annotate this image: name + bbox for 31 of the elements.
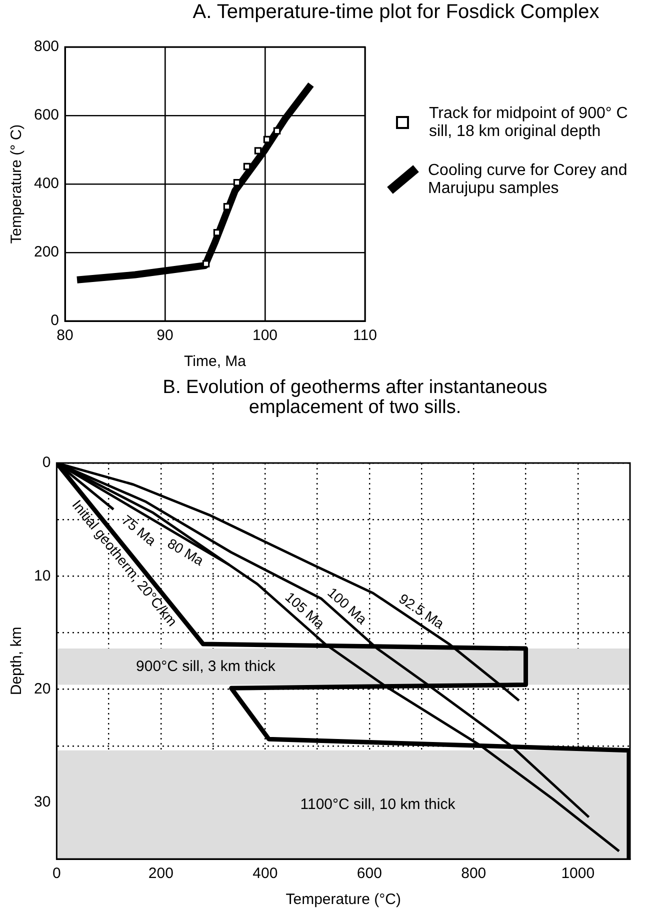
x-axis-title: Temperature (°C)	[286, 891, 401, 908]
y-tick-label: 0	[42, 454, 51, 472]
y-tick-label: 10	[34, 567, 51, 584]
y-tick-label: 800	[34, 38, 60, 56]
text: 80 Ma	[164, 535, 207, 569]
x-tick-label: 100	[252, 327, 278, 344]
x-axis-title: Time, Ma	[184, 353, 247, 370]
y-tick-label: 600	[34, 106, 60, 124]
y-axis-title: Temperature (° C)	[8, 124, 26, 244]
x-tick-label: 1000	[561, 865, 595, 882]
text: 92.5 Ma	[396, 590, 448, 632]
x-tick-label: 200	[148, 865, 174, 882]
x-tick-label: 600	[356, 865, 382, 882]
y-axis-title: Depth, km	[8, 626, 26, 696]
x-tick-label: 800	[461, 865, 486, 882]
y-tick-label: 20	[34, 680, 51, 698]
y-tick-label: 0	[50, 312, 60, 330]
x-tick-label: 400	[252, 865, 278, 882]
band-label: 1100°C sill, 10 km thick	[300, 796, 456, 813]
x-tick-label: 110	[353, 327, 377, 344]
x-tick-label: 80	[56, 327, 74, 344]
x-tick-label: 90	[156, 327, 174, 344]
y-tick-label: 30	[34, 794, 51, 811]
legend-label: Cooling curve for Corey and Marujupu samples	[428, 162, 628, 198]
chart-title: B. Evolution of geotherms after instantaneous emplacement of two sills.	[162, 377, 548, 418]
text: 75 Ma	[119, 512, 160, 549]
y-tick-label: 400	[34, 175, 60, 192]
y-tick-label: 200	[34, 244, 60, 261]
chart-title: A. Temperature-time plot for Fosdick Complex	[192, 1, 600, 23]
band-label: 900°C sill, 3 km thick	[136, 658, 276, 675]
legend-label: Track for midpoint of 900° C sill, 18 km original depth	[429, 105, 629, 140]
